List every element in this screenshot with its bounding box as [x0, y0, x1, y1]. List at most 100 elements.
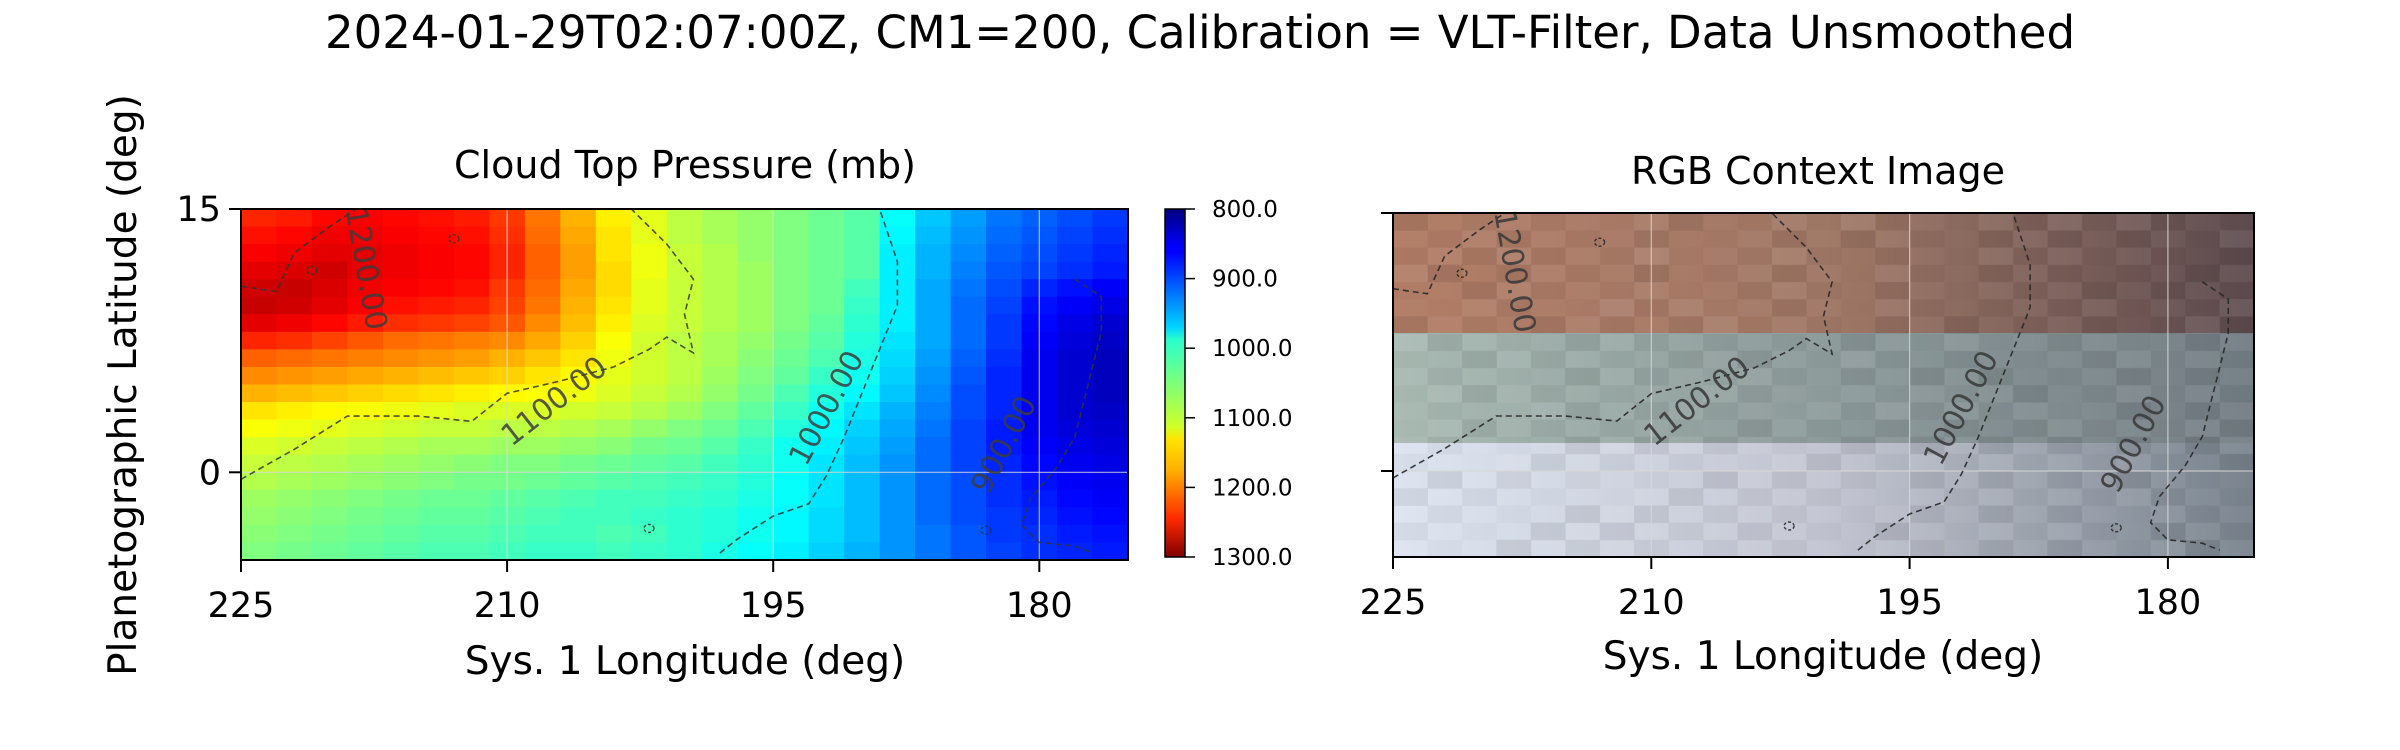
pressure-cell [595, 366, 632, 386]
rgb-pixel [2013, 488, 2048, 506]
rgb-pixel [1944, 419, 1979, 438]
contour-loop [1783, 521, 1795, 531]
pressure-cell [347, 349, 384, 368]
pressure-cell [347, 437, 384, 456]
rgb-pixel [1771, 299, 1807, 317]
contour-line [2149, 281, 2229, 551]
rgb-pixel [1737, 316, 1772, 334]
pressure-cell [453, 314, 490, 333]
pressure-cell [1057, 507, 1094, 526]
rgb-pixel [1427, 351, 1462, 369]
pressure-cell [631, 472, 668, 491]
pressure-cell [347, 296, 384, 315]
rgb-pixel [1600, 351, 1635, 369]
rgb-pixel [1875, 385, 1910, 403]
rgb-pixel [2185, 539, 2221, 557]
pressure-cell [915, 296, 952, 315]
pressure-cell [1092, 419, 1129, 438]
pressure-cell [311, 331, 349, 350]
pressure-cell [879, 472, 916, 491]
rgb-pixel [1944, 333, 1979, 352]
rgb-pixel [1806, 471, 1842, 489]
pressure-cell [560, 244, 597, 263]
rgb-pixel [1841, 316, 1876, 334]
rgb-pixel [2013, 437, 2048, 455]
pressure-cell [524, 226, 561, 245]
pressure-cell [950, 489, 987, 508]
rgb-pixel [1909, 522, 1945, 541]
pressure-cell [737, 384, 774, 403]
pressure-cell [1057, 524, 1094, 544]
rgb-pixel [1702, 471, 1738, 489]
rgb-pixel [1496, 264, 1532, 283]
x-tick-label: 180 [2134, 583, 2201, 623]
rgb-pixel [2185, 436, 2221, 455]
pressure-cell [808, 279, 845, 298]
pressure-cell [666, 472, 703, 491]
rgb-pixel [1737, 213, 1772, 231]
rgb-pixel [1599, 505, 1635, 524]
rgb-pixel [2047, 436, 2083, 455]
pressure-cell [879, 419, 916, 438]
pressure-cell [241, 524, 278, 544]
rgb-pixel [1427, 247, 1463, 266]
rgb-pixel [2047, 230, 2083, 248]
pressure-cell [773, 226, 810, 245]
pressure-cell [560, 296, 597, 315]
pressure-cell [1092, 402, 1129, 421]
rgb-pixel [1944, 350, 1979, 369]
rgb-pixel [2047, 368, 2082, 386]
rgb-pixel [2082, 247, 2117, 265]
rgb-pixel [1600, 265, 1635, 283]
pressure-cell [418, 261, 455, 280]
rgb-pixel [1771, 247, 1807, 266]
pressure-cell [702, 349, 739, 368]
pressure-cell [311, 454, 349, 473]
pressure-cell [560, 454, 597, 473]
pressure-cell [737, 209, 774, 228]
rgb-pixel [2219, 539, 2254, 557]
rgb-pixel [2185, 419, 2221, 438]
pressure-cell [311, 279, 349, 298]
rgb-pixel [1875, 213, 1911, 231]
rgb-pixel [1737, 471, 1773, 489]
rgb-pixel [1771, 316, 1807, 334]
pressure-cell [382, 419, 419, 438]
rgb-pixel [1531, 213, 1566, 231]
rgb-pixel [1875, 454, 1910, 472]
pressure-cell [241, 279, 278, 298]
pressure-cell [915, 244, 952, 263]
y-axis-label: Planetographic Latitude (deg) [101, 94, 146, 676]
pressure-cell [1057, 454, 1094, 473]
pressure-cell [915, 507, 952, 526]
pressure-cell [773, 349, 810, 368]
rgb-pixel [1461, 419, 1497, 438]
rgb-pixel [1978, 539, 2014, 557]
pressure-cell [347, 402, 384, 421]
pressure-cell [666, 244, 703, 263]
rgb-pixel [1910, 299, 1945, 317]
rgb-pixel [2185, 350, 2221, 369]
rgb-pixel [1393, 299, 1428, 317]
rgb-pixel [2082, 368, 2117, 386]
pressure-cell [453, 349, 490, 368]
rgb-pixel [2081, 333, 2117, 352]
rgb-pixel [2047, 247, 2083, 266]
rgb-pixel [2220, 351, 2255, 369]
rgb-pixel [1702, 436, 1738, 455]
rgb-pixel [1565, 522, 1601, 541]
pressure-cell [560, 366, 597, 386]
rgb-pixel [1702, 505, 1738, 524]
rgb-pixel [1461, 281, 1497, 300]
pressure-cell [560, 402, 597, 421]
rgb-pixel [1393, 316, 1428, 334]
rgb-pixel [1530, 281, 1566, 300]
pressure-cell [524, 384, 561, 403]
pressure-cell [879, 402, 916, 421]
pressure-cell [560, 524, 597, 544]
rgb-pixel [1393, 247, 1428, 266]
rgb-pixel [1669, 454, 1704, 472]
rgb-pixel [1462, 316, 1497, 334]
pressure-cell [382, 244, 419, 263]
rgb-pixel [2219, 419, 2254, 438]
